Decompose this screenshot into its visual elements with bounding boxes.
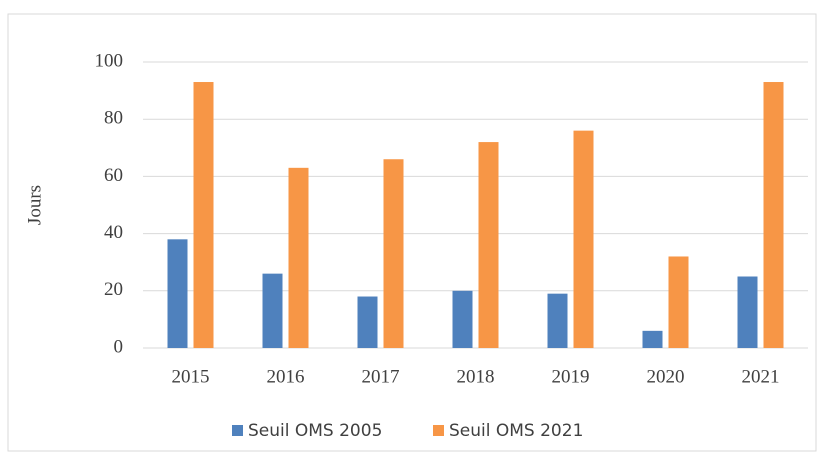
y-tick-label: 0 [114,336,124,357]
legend-swatch [433,425,444,436]
bar [763,82,784,349]
bar [383,159,404,348]
bar [642,330,663,348]
bar [288,167,309,348]
x-tick-label: 2019 [552,366,590,387]
y-tick-label: 60 [104,165,123,186]
y-tick-label: 20 [104,279,123,300]
y-tick-label: 100 [95,50,124,71]
x-tick-label: 2021 [742,366,780,387]
y-axis-label: Jours [24,185,45,225]
x-tick-label: 2016 [267,366,305,387]
bar [737,276,758,348]
legend-swatch [232,425,243,436]
bar [452,290,473,348]
bar [668,256,689,348]
bar [357,296,378,348]
bar [167,239,188,348]
x-tick-label: 2017 [362,366,400,387]
x-tick-label: 2018 [457,366,495,387]
bar [478,142,499,348]
bar [547,293,568,348]
legend-label: Seuil OMS 2005 [248,421,382,441]
x-tick-label: 2020 [647,366,685,387]
y-tick-label: 40 [104,222,123,243]
legend-label: Seuil OMS 2021 [449,421,583,441]
bar [262,273,283,348]
x-tick-label: 2015 [172,366,210,387]
chart-frame [7,13,817,452]
bar [573,130,594,348]
y-tick-label: 80 [104,108,123,129]
bar [193,82,214,349]
